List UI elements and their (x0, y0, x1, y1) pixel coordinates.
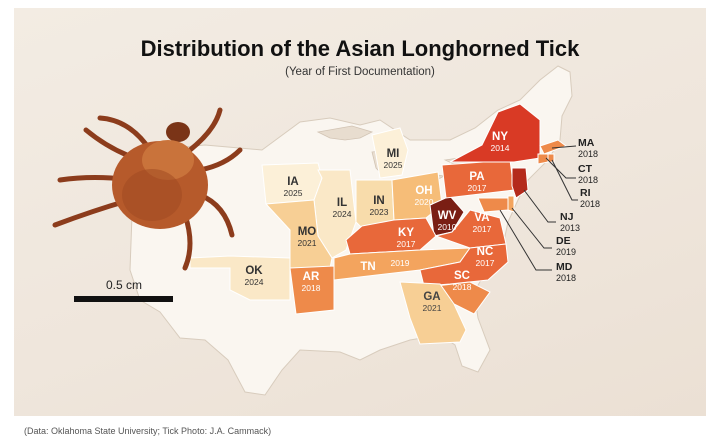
state-label-sc: SC 2018 (452, 270, 472, 292)
state-shape-maryland (477, 197, 509, 213)
state-label-nc: NC 2017 (475, 246, 495, 268)
leader-ri (551, 159, 578, 201)
tick-head (166, 122, 190, 142)
state-label-wv: WV 2010 (437, 210, 457, 232)
state-label-tn: TN (360, 261, 376, 273)
callout-label-ri: RI 2018 (580, 187, 601, 210)
tick-illustration (52, 107, 243, 271)
tick-leg (187, 107, 223, 153)
tick-shading (122, 169, 182, 221)
state-shape-michigan (371, 127, 409, 179)
map-title: Distribution of the Asian Longhorned Tic… (140, 36, 580, 61)
state-label-oh: OH 2020 (414, 185, 434, 207)
leader-md (499, 209, 552, 271)
state-label-mi: MI 2025 (383, 148, 403, 170)
state-label-mo: MO 2021 (297, 226, 317, 248)
leader-de (511, 207, 552, 249)
callout-label-nj: NJ 2013 (560, 211, 581, 234)
leader-ma (551, 145, 577, 149)
state-label-in: IN 2023 (369, 195, 389, 217)
leader-ct (545, 157, 576, 179)
scale-label: 0.5 cm (105, 278, 142, 292)
leader-nj (523, 189, 556, 223)
callout-leaders (499, 145, 578, 271)
state-shape-georgia (399, 281, 467, 345)
state-label-il: IL 2024 (332, 197, 352, 219)
state-shape-arkansas (289, 265, 335, 315)
state-shapes (189, 103, 541, 345)
state-label-tn-year: 2019 (390, 258, 410, 268)
state-label-ia: IA 2025 (283, 176, 303, 198)
state-shape-new-york (449, 103, 541, 163)
map-subtitle: (Year of First Documentation) (285, 66, 435, 78)
state-shape-oklahoma (189, 255, 291, 301)
callout-label-de: DE 2019 (556, 235, 577, 258)
state-shape-massachusetts (539, 139, 568, 155)
state-shape-missouri (264, 199, 333, 271)
state-label-ar: AR 2018 (301, 271, 321, 293)
state-label-ga: GA 2021 (422, 291, 442, 313)
state-label-ky: KY 2017 (396, 227, 416, 249)
scale-bar (74, 296, 173, 302)
state-label-pa: PA 2017 (467, 171, 487, 193)
callout-label-ct: CT 2018 (578, 163, 599, 186)
callout-label-md: MD 2018 (556, 261, 577, 284)
state-label-ny: NY 2014 (490, 131, 510, 153)
callout-label-ma: MA 2018 (578, 137, 599, 160)
credit-line: (Data: Oklahoma State University; Tick P… (24, 426, 272, 436)
state-label-va: VA 2017 (472, 212, 492, 234)
state-shape-new-jersey (511, 167, 529, 199)
state-label-ok: OK 2024 (244, 265, 264, 287)
